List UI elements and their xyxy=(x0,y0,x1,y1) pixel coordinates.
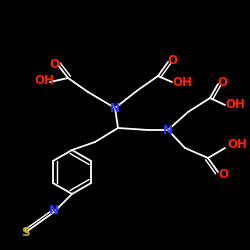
Text: OH: OH xyxy=(34,74,54,86)
Text: N: N xyxy=(163,124,173,136)
Text: N: N xyxy=(49,204,59,218)
Text: O: O xyxy=(167,54,177,66)
Text: N: N xyxy=(110,102,120,114)
Text: O: O xyxy=(218,168,228,181)
Text: O: O xyxy=(49,58,59,71)
Text: S: S xyxy=(21,226,29,239)
Text: OH: OH xyxy=(172,76,192,88)
Text: OH: OH xyxy=(225,98,245,112)
Text: O: O xyxy=(217,76,227,88)
Text: OH: OH xyxy=(227,138,247,151)
